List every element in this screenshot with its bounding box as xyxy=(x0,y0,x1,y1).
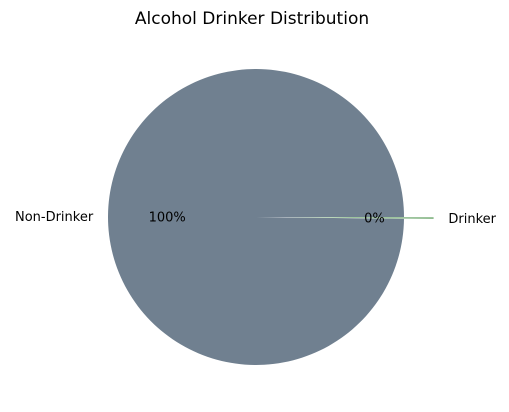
pie-slice-drinker xyxy=(285,217,434,220)
slice-label: Non-Drinker xyxy=(15,210,94,225)
chart-title: Alcohol Drinker Distribution xyxy=(135,9,369,29)
pie-slices xyxy=(108,68,434,365)
slice-percent-label: 100% xyxy=(149,210,186,225)
pie-slice-non-drinker xyxy=(108,68,404,365)
slice-label: Drinker xyxy=(448,212,496,227)
slice-percent-label: 0% xyxy=(364,212,385,227)
pie-labels: Non-Drinker 100% Drinker 0% xyxy=(15,210,497,227)
